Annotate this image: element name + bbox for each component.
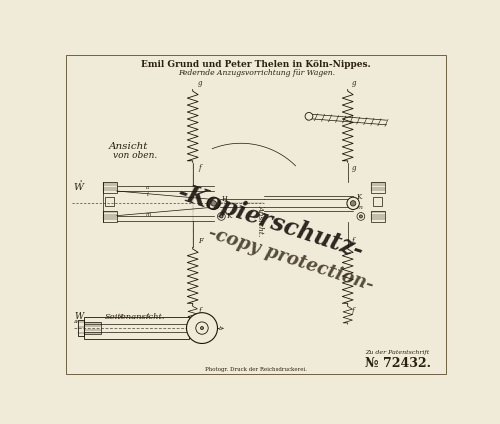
Text: ': ' bbox=[79, 180, 81, 189]
Text: g: g bbox=[352, 79, 356, 87]
Text: Photogr. Druck der Reichsdruckerei.: Photogr. Druck der Reichsdruckerei. bbox=[206, 367, 307, 372]
Text: Seitenansicht.: Seitenansicht. bbox=[105, 312, 166, 321]
Text: H: H bbox=[222, 195, 228, 204]
Circle shape bbox=[347, 197, 360, 209]
Bar bbox=[105, 197, 115, 206]
Circle shape bbox=[196, 322, 208, 334]
Circle shape bbox=[350, 201, 356, 206]
Text: K: K bbox=[227, 212, 232, 220]
Text: t: t bbox=[146, 192, 149, 197]
Text: a: a bbox=[74, 319, 78, 324]
Text: f: f bbox=[352, 307, 354, 315]
Bar bbox=[78, 321, 84, 336]
Bar bbox=[372, 197, 382, 206]
Circle shape bbox=[218, 212, 225, 220]
Text: Ansicht.: Ansicht. bbox=[256, 205, 264, 236]
Text: № 72432.: № 72432. bbox=[365, 357, 431, 370]
Text: a: a bbox=[146, 185, 150, 190]
Text: Emil Grund und Peter Thelen in Köln-Nippes.: Emil Grund und Peter Thelen in Köln-Nipp… bbox=[142, 60, 371, 69]
Circle shape bbox=[211, 201, 216, 206]
Text: m: m bbox=[357, 205, 363, 210]
Bar bbox=[103, 182, 117, 192]
Text: W: W bbox=[74, 183, 84, 192]
Text: g: g bbox=[198, 79, 202, 87]
Bar bbox=[371, 182, 385, 192]
Text: W: W bbox=[74, 312, 84, 321]
Bar bbox=[84, 322, 101, 334]
Text: Zu der Patentschrift: Zu der Patentschrift bbox=[365, 350, 429, 355]
Circle shape bbox=[360, 215, 362, 218]
Text: K: K bbox=[357, 193, 362, 201]
Bar bbox=[84, 317, 189, 339]
Text: F: F bbox=[198, 237, 203, 245]
Circle shape bbox=[357, 212, 365, 220]
Text: -Kopierschutz-: -Kopierschutz- bbox=[174, 180, 366, 263]
Circle shape bbox=[208, 197, 220, 209]
Bar bbox=[103, 211, 117, 222]
Text: f: f bbox=[198, 307, 201, 315]
Text: f: f bbox=[198, 164, 201, 172]
Text: z: z bbox=[119, 313, 122, 318]
Circle shape bbox=[200, 326, 203, 329]
Text: von oben.: von oben. bbox=[113, 151, 157, 160]
Text: g: g bbox=[352, 164, 356, 172]
Circle shape bbox=[305, 112, 313, 120]
Text: f: f bbox=[352, 237, 354, 245]
Circle shape bbox=[220, 215, 223, 218]
Bar bbox=[371, 211, 385, 222]
Text: Federnde Anzugsvorrichtung für Wagen.: Federnde Anzugsvorrichtung für Wagen. bbox=[178, 69, 335, 77]
Text: m: m bbox=[145, 212, 150, 218]
Text: Ansicht: Ansicht bbox=[109, 142, 148, 151]
Text: b: b bbox=[219, 326, 223, 331]
Text: t: t bbox=[146, 313, 149, 318]
Circle shape bbox=[186, 312, 218, 343]
Text: -copy protection-: -copy protection- bbox=[206, 223, 376, 294]
